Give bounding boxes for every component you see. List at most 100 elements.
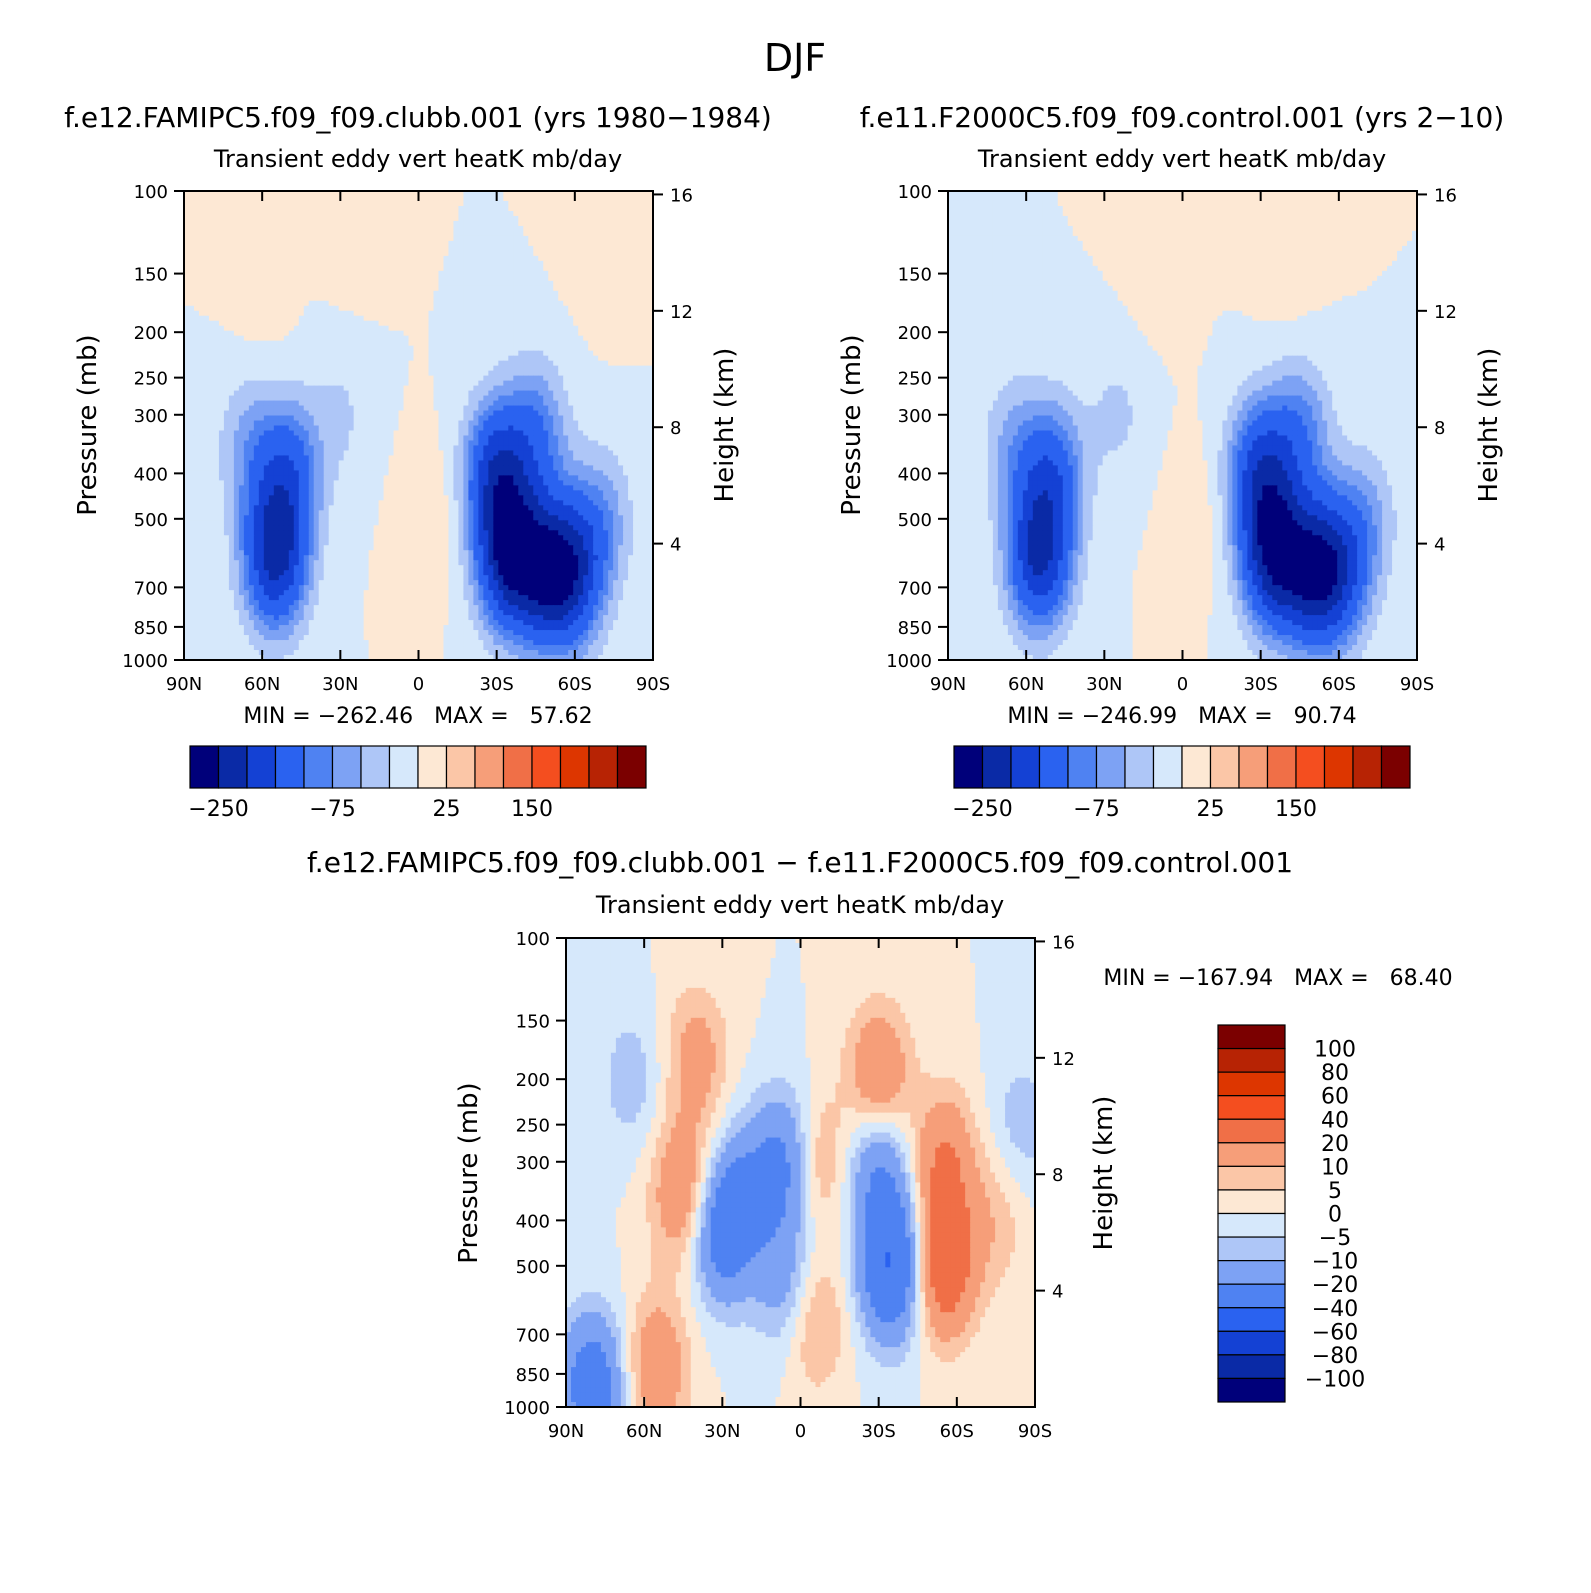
field-cell bbox=[573, 385, 579, 392]
field-cell bbox=[423, 310, 430, 317]
field-cell bbox=[228, 270, 235, 277]
field-cell bbox=[408, 425, 415, 432]
field-cell bbox=[413, 230, 420, 237]
field-cell bbox=[233, 405, 240, 412]
field-cell bbox=[633, 340, 639, 347]
field-cell bbox=[184, 375, 190, 382]
field-cell bbox=[618, 380, 624, 387]
field-cell bbox=[613, 435, 619, 442]
field-cell bbox=[448, 430, 455, 437]
field-cell bbox=[593, 305, 599, 312]
field-cell bbox=[618, 300, 624, 307]
field-cell bbox=[613, 265, 619, 272]
field-cell bbox=[628, 390, 634, 397]
field-cell bbox=[363, 430, 370, 437]
field-cell bbox=[498, 191, 504, 197]
field-cell bbox=[618, 430, 624, 437]
field-cell bbox=[218, 395, 225, 402]
field-cell bbox=[498, 290, 504, 297]
field-cell bbox=[448, 220, 455, 227]
field-cell bbox=[223, 390, 230, 397]
field-cell bbox=[463, 405, 469, 412]
field-cell bbox=[283, 420, 290, 427]
field-cell bbox=[248, 335, 255, 342]
field-cell bbox=[263, 405, 270, 412]
field-cell bbox=[218, 220, 225, 227]
field-cell bbox=[413, 240, 420, 247]
field-cell bbox=[578, 425, 584, 432]
field-cell bbox=[588, 325, 594, 332]
field-cell bbox=[568, 425, 574, 432]
field-cell bbox=[418, 230, 425, 237]
field-cell bbox=[443, 425, 450, 432]
field-cell bbox=[393, 310, 400, 317]
field-cell bbox=[358, 290, 365, 297]
field-cell bbox=[428, 405, 435, 412]
field-cell bbox=[548, 385, 554, 392]
field-cell bbox=[273, 355, 280, 362]
field-cell bbox=[228, 425, 235, 432]
field-cell bbox=[613, 335, 619, 342]
field-cell bbox=[233, 360, 240, 367]
field-cell bbox=[218, 250, 225, 257]
field-cell bbox=[373, 285, 380, 292]
field-cell bbox=[408, 375, 415, 382]
field-cell bbox=[273, 380, 280, 387]
field-cell bbox=[298, 340, 305, 347]
field-cell bbox=[593, 280, 599, 287]
field-cell bbox=[358, 225, 365, 232]
field-cell bbox=[184, 350, 190, 357]
field-cell bbox=[193, 205, 200, 212]
field-cell bbox=[563, 200, 569, 207]
field-cell bbox=[213, 210, 220, 217]
field-cell bbox=[393, 390, 400, 397]
field-cell bbox=[538, 420, 544, 427]
field-cell bbox=[403, 395, 410, 402]
field-cell bbox=[253, 335, 260, 342]
field-cell bbox=[228, 330, 235, 337]
field-cell bbox=[203, 385, 210, 392]
field-cell bbox=[508, 290, 514, 297]
field-cell bbox=[293, 400, 300, 407]
field-cell bbox=[253, 405, 260, 412]
field-cell bbox=[313, 270, 320, 277]
field-cell bbox=[563, 265, 569, 272]
field-cell bbox=[473, 410, 479, 417]
field-cell bbox=[623, 235, 629, 242]
field-cell bbox=[338, 270, 345, 277]
field-cell bbox=[543, 325, 549, 332]
field-cell bbox=[408, 265, 415, 272]
field-cell bbox=[538, 220, 544, 227]
field-cell bbox=[218, 315, 225, 322]
field-cell bbox=[338, 405, 345, 412]
field-cell bbox=[403, 215, 410, 222]
field-cell bbox=[643, 420, 649, 427]
field-cell bbox=[503, 230, 509, 237]
field-cell bbox=[523, 280, 529, 287]
field-cell bbox=[633, 445, 639, 452]
field-cell bbox=[233, 335, 240, 342]
field-cell bbox=[453, 240, 460, 247]
field-cell bbox=[348, 440, 355, 447]
field-cell bbox=[243, 330, 250, 337]
field-cell bbox=[288, 400, 295, 407]
field-cell bbox=[273, 365, 280, 372]
field-cell bbox=[218, 290, 225, 297]
field-cell bbox=[408, 280, 415, 287]
field-cell bbox=[433, 425, 440, 432]
field-cell bbox=[398, 340, 405, 347]
field-cell bbox=[563, 370, 569, 377]
field-cell bbox=[243, 425, 250, 432]
field-cell bbox=[628, 375, 634, 382]
field-cell bbox=[243, 275, 250, 282]
field-cell bbox=[188, 285, 195, 292]
field-cell bbox=[453, 210, 460, 217]
field-cell bbox=[433, 275, 440, 282]
field-cell bbox=[398, 450, 405, 457]
field-cell bbox=[348, 445, 355, 452]
field-cell bbox=[628, 445, 634, 452]
field-cell bbox=[638, 225, 644, 232]
field-cell bbox=[563, 365, 569, 372]
field-cell bbox=[383, 415, 390, 422]
field-cell bbox=[383, 191, 390, 197]
